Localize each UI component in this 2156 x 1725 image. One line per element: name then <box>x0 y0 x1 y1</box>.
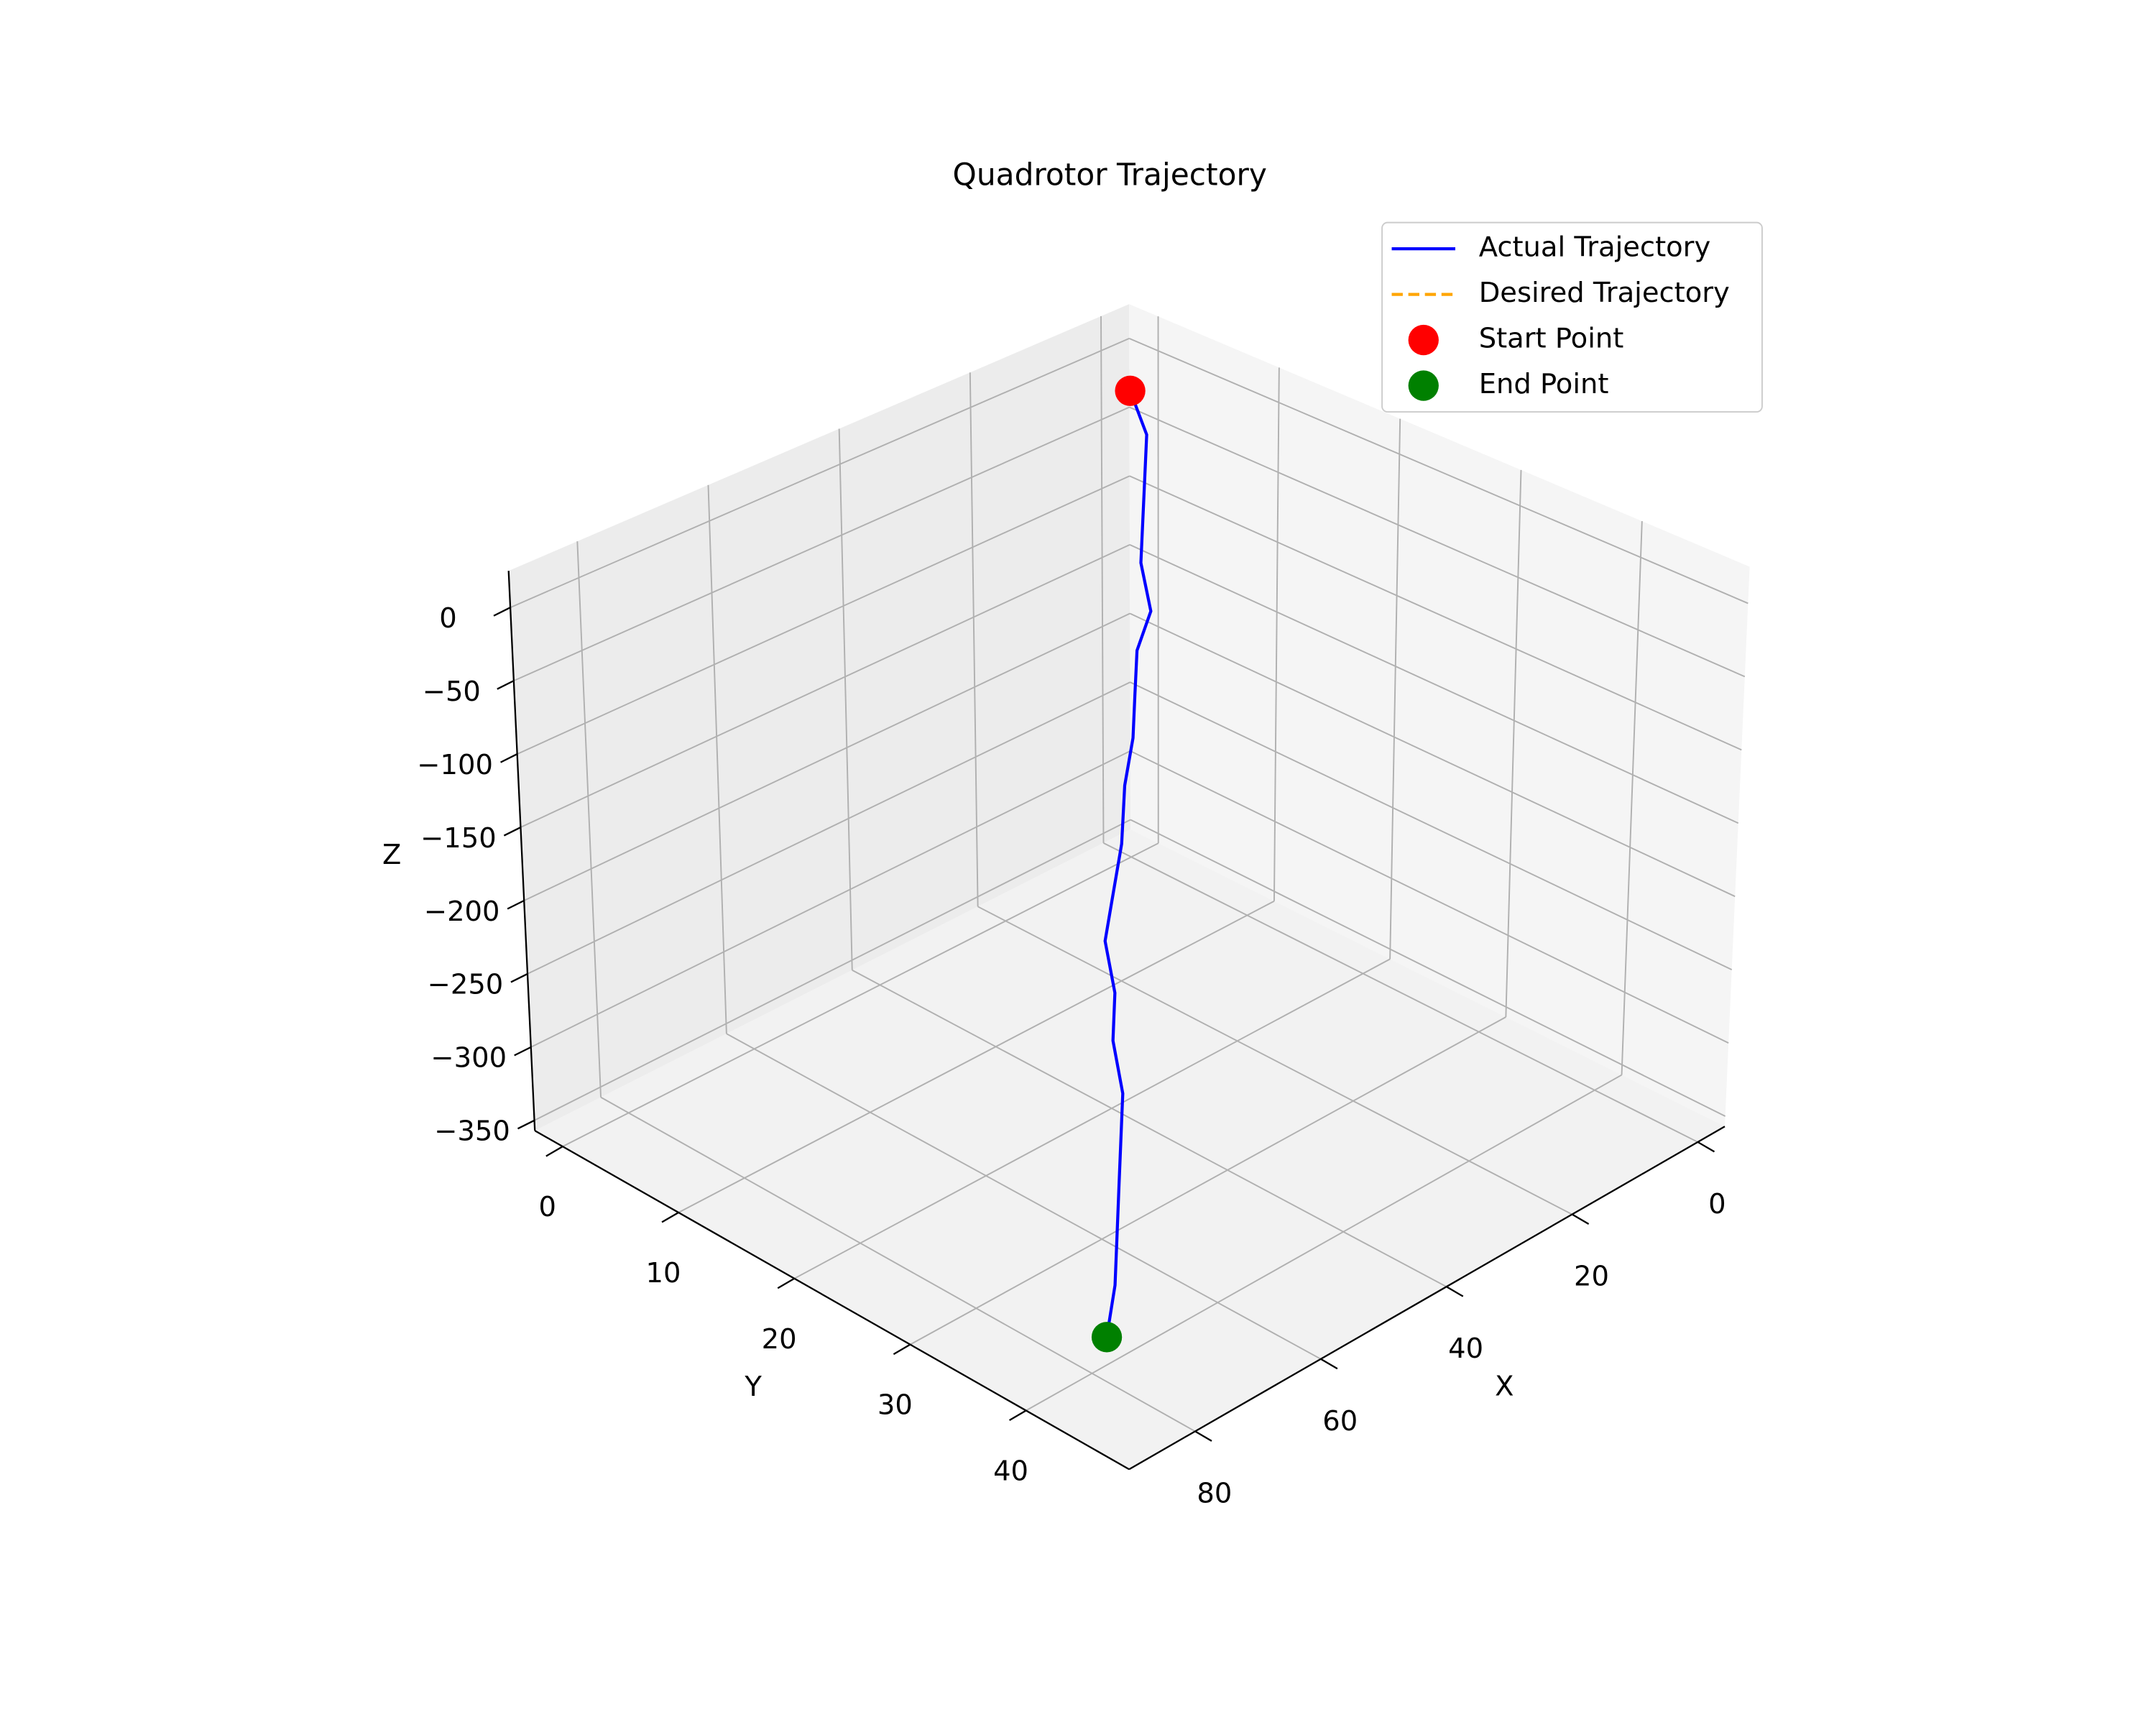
marker-point <box>1091 1322 1123 1353</box>
y-grid-line <box>1389 418 1401 960</box>
x-grid-line <box>852 969 1447 1288</box>
x-tick-label: 80 <box>1197 1477 1232 1509</box>
y-grid-line <box>562 842 1159 1147</box>
legend-label: Actual Trajectory <box>1479 231 1711 264</box>
right-pane <box>1129 304 1750 1127</box>
y-grid-line <box>1621 521 1643 1075</box>
z-grid-line <box>510 338 1130 609</box>
y-tick-label: 0 <box>539 1191 556 1223</box>
x-grid-line <box>977 906 1572 1215</box>
z-grid-line <box>1130 681 1733 971</box>
z-grid-line <box>513 406 1130 682</box>
z-grid-line <box>1129 406 1746 678</box>
z-tick-label: −350 <box>434 1116 510 1148</box>
x-grid-line <box>726 1033 1322 1360</box>
z-tick <box>510 972 528 983</box>
x-tick <box>1194 1430 1212 1442</box>
z-grid-line <box>527 681 1130 975</box>
legend-marker <box>1408 370 1439 401</box>
x-grid-line <box>707 484 727 1034</box>
left-pane <box>508 304 1131 1131</box>
z-grid-line <box>1128 338 1749 604</box>
y-grid-line <box>1026 1074 1623 1412</box>
z-tick <box>500 753 518 763</box>
y-axis-label: Y <box>744 1371 762 1403</box>
z-tick-label: −300 <box>430 1042 507 1075</box>
y-grid-line <box>793 958 1391 1279</box>
z-tick <box>514 1046 532 1057</box>
z-tick-label: −200 <box>424 896 500 928</box>
z-grid-line <box>1130 819 1726 1117</box>
panes <box>508 304 1750 1470</box>
x-tick <box>1446 1286 1464 1297</box>
x-tick-label: 20 <box>1574 1261 1609 1293</box>
legend-label: Start Point <box>1479 323 1624 355</box>
z-tick <box>497 680 515 690</box>
x-grid-line <box>1103 842 1698 1143</box>
y-tick-label: 30 <box>877 1389 913 1422</box>
y-tick <box>1009 1409 1027 1421</box>
x-axis-label: X <box>1495 1370 1514 1402</box>
x-grid-line <box>969 372 979 907</box>
x-tick <box>1320 1358 1338 1370</box>
y-tick-label: 20 <box>762 1323 797 1356</box>
z-grid-line <box>534 819 1131 1121</box>
y-axis <box>534 1130 1130 1471</box>
z-tick <box>503 826 521 837</box>
x-tick <box>1571 1213 1590 1225</box>
z-grid-line <box>517 475 1130 755</box>
y-tick <box>893 1343 911 1356</box>
z-axis <box>507 571 536 1131</box>
y-grid-line <box>1505 469 1522 1018</box>
x-grid-line <box>838 428 853 970</box>
trajectory-line <box>1103 390 1153 1338</box>
y-tick <box>777 1277 795 1289</box>
x-tick <box>1697 1141 1715 1153</box>
x-tick-label: 60 <box>1322 1405 1358 1438</box>
y-grid-line <box>678 900 1275 1213</box>
x-tick-label: 40 <box>1448 1333 1483 1365</box>
legend-label: Desired Trajectory <box>1479 277 1730 309</box>
z-tick-label: −100 <box>417 749 493 781</box>
legend: Actual Trajectory Desired Trajectory Start… <box>1381 221 1763 413</box>
z-grid-line <box>523 612 1130 901</box>
z-tick-label: −50 <box>423 676 481 708</box>
z-tick-label: −250 <box>428 969 504 1001</box>
y-tick <box>661 1211 679 1223</box>
z-grid-line <box>1129 612 1736 898</box>
x-grid-line <box>576 541 602 1098</box>
z-tick <box>493 607 511 617</box>
y-grid-line <box>910 1016 1506 1346</box>
legend-box <box>1381 221 1763 413</box>
plot-layer: 0 20 40 60 80 0 10 20 30 40 0 −50 −100 −150 −200 −250 −3… <box>382 316 1749 1509</box>
z-grid-line <box>1129 475 1742 751</box>
y-grid-line <box>1273 367 1280 901</box>
z-tick <box>517 1119 535 1130</box>
z-grid-line <box>1130 750 1729 1044</box>
y-tick <box>545 1146 563 1157</box>
legend-marker <box>1408 324 1439 356</box>
legend-label: End Point <box>1479 368 1609 400</box>
y-tick-label: 10 <box>645 1257 681 1289</box>
z-tick <box>507 899 525 910</box>
z-tick-label: −150 <box>420 822 497 855</box>
z-axis-label: Z <box>382 839 401 871</box>
x-grid-line <box>1100 316 1105 843</box>
floor-pane <box>535 829 1726 1470</box>
marker-point <box>1115 375 1146 406</box>
z-grid-line <box>520 543 1130 828</box>
x-grid-line <box>600 1096 1196 1432</box>
y-tick-label: 40 <box>993 1455 1028 1488</box>
x-axis <box>1128 1126 1726 1471</box>
x-tick-label: 0 <box>1708 1188 1726 1220</box>
z-grid-line <box>1129 543 1739 824</box>
z-grid-line <box>530 750 1131 1048</box>
z-tick-label: 0 <box>439 602 456 635</box>
chart-title: Quadrotor Trajectory <box>953 157 1267 193</box>
